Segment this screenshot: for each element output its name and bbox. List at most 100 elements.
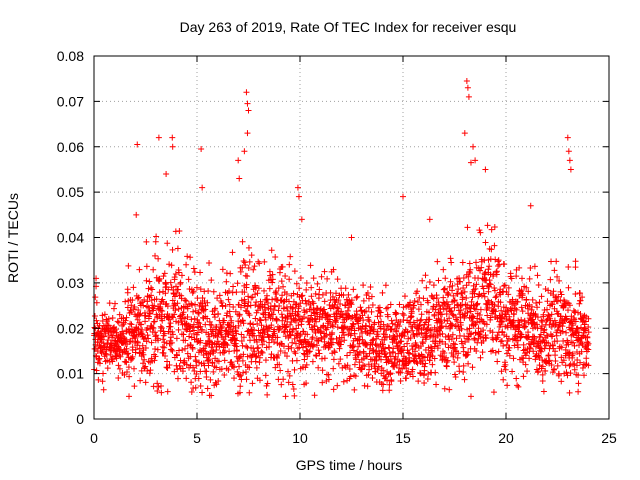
- data-point: [566, 389, 573, 396]
- data-point: [312, 290, 319, 297]
- data-point: [152, 238, 159, 245]
- data-point: [147, 325, 154, 332]
- data-point: [148, 339, 155, 346]
- data-point: [344, 307, 351, 314]
- data-point: [174, 375, 181, 382]
- data-point: [464, 309, 471, 316]
- data-point: [380, 321, 387, 328]
- data-point: [316, 286, 323, 293]
- data-point: [195, 375, 202, 382]
- data-point: [154, 380, 161, 387]
- data-point: [555, 293, 562, 300]
- data-point: [483, 335, 490, 342]
- data-point: [300, 350, 307, 357]
- data-point: [239, 238, 246, 245]
- data-point: [348, 315, 355, 322]
- data-point: [137, 310, 144, 317]
- data-point: [334, 382, 341, 389]
- data-point: [444, 357, 451, 364]
- data-point: [157, 307, 164, 314]
- data-point: [347, 300, 354, 307]
- data-point: [392, 353, 399, 360]
- data-point: [515, 383, 522, 390]
- data-point: [384, 304, 391, 311]
- data-point: [582, 327, 589, 334]
- chart-title: Day 263 of 2019, Rate Of TEC Index for r…: [180, 19, 517, 35]
- data-point: [570, 307, 577, 314]
- data-point: [392, 311, 399, 318]
- data-point: [321, 338, 328, 345]
- data-point: [144, 332, 151, 339]
- data-point: [579, 365, 586, 372]
- data-point: [117, 353, 124, 360]
- data-point: [481, 293, 488, 300]
- data-point: [505, 291, 512, 298]
- data-point: [465, 360, 472, 367]
- data-point: [193, 284, 200, 291]
- data-point: [445, 332, 452, 339]
- data-point: [144, 298, 151, 305]
- data-point: [463, 77, 470, 84]
- data-point: [577, 290, 584, 297]
- data-point: [188, 379, 195, 386]
- data-point: [380, 367, 387, 374]
- data-point: [464, 84, 471, 91]
- data-point: [127, 357, 134, 364]
- data-point: [422, 272, 429, 279]
- data-point: [334, 276, 341, 283]
- data-point: [271, 330, 278, 337]
- data-point: [264, 380, 271, 387]
- data-point: [501, 282, 508, 289]
- data-point: [295, 193, 302, 200]
- data-point: [488, 246, 495, 253]
- data-point: [370, 336, 377, 343]
- data-point: [523, 296, 530, 303]
- data-point: [548, 361, 555, 368]
- data-point: [168, 262, 175, 269]
- data-point: [423, 284, 430, 291]
- data-point: [432, 369, 439, 376]
- data-point: [467, 393, 474, 400]
- data-point: [324, 275, 331, 282]
- data-point: [278, 311, 285, 318]
- data-point: [350, 347, 357, 354]
- data-point: [143, 277, 150, 284]
- data-point: [195, 309, 202, 316]
- data-point: [249, 352, 256, 359]
- data-point: [486, 263, 493, 270]
- data-point: [544, 306, 551, 313]
- data-point: [457, 278, 464, 285]
- data-point: [307, 301, 314, 308]
- data-point: [125, 364, 132, 371]
- data-point: [251, 263, 258, 270]
- data-point: [279, 263, 286, 270]
- data-point: [450, 351, 457, 358]
- data-point: [558, 378, 565, 385]
- data-point: [434, 342, 441, 349]
- data-point: [210, 288, 217, 295]
- data-point: [239, 342, 246, 349]
- data-point: [115, 375, 122, 382]
- data-point: [473, 259, 480, 266]
- data-point: [563, 369, 570, 376]
- data-point: [136, 345, 143, 352]
- data-point: [345, 291, 352, 298]
- data-point: [552, 348, 559, 355]
- data-point: [583, 355, 590, 362]
- data-point: [99, 378, 106, 385]
- data-point: [468, 298, 475, 305]
- data-point: [151, 357, 158, 364]
- data-point: [280, 283, 287, 290]
- data-point: [505, 335, 512, 342]
- data-point: [242, 262, 249, 269]
- data-point: [492, 308, 499, 315]
- data-point: [197, 323, 204, 330]
- data-point: [158, 389, 165, 396]
- data-point: [126, 327, 133, 334]
- data-point: [226, 308, 233, 315]
- data-point: [539, 356, 546, 363]
- data-point: [451, 359, 458, 366]
- data-point: [378, 318, 385, 325]
- data-point: [315, 347, 322, 354]
